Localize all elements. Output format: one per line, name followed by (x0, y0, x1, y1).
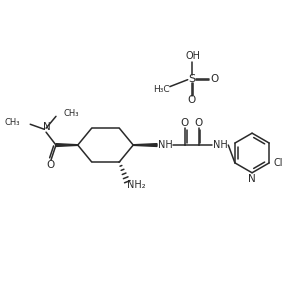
Text: O: O (181, 118, 189, 128)
Text: Cl: Cl (273, 158, 283, 168)
Text: O: O (194, 118, 203, 128)
Polygon shape (56, 144, 78, 146)
Text: S: S (188, 74, 195, 84)
Text: O: O (188, 95, 196, 106)
Text: OH: OH (185, 51, 200, 61)
Text: H₃C: H₃C (153, 85, 169, 94)
Text: CH₃: CH₃ (64, 109, 80, 118)
Text: N: N (248, 174, 256, 184)
Text: NH: NH (158, 140, 172, 150)
Text: NH: NH (213, 140, 228, 150)
Text: CH₃: CH₃ (5, 118, 20, 127)
Text: O: O (46, 160, 54, 170)
Polygon shape (133, 144, 157, 146)
Text: O: O (210, 74, 219, 84)
Text: N: N (43, 122, 51, 132)
Text: NH₂: NH₂ (127, 180, 146, 190)
